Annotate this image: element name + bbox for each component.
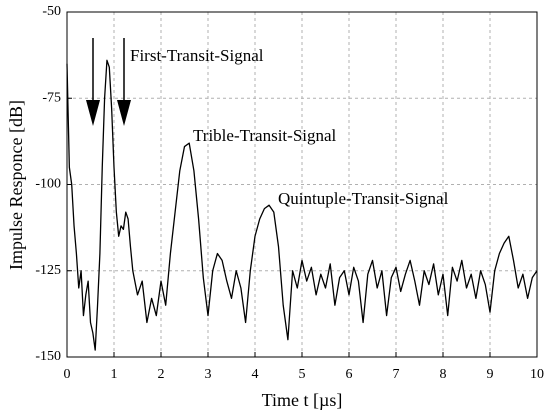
annotation: First-Transit-Signal bbox=[130, 46, 264, 65]
y-tick-label: -150 bbox=[35, 349, 61, 364]
x-tick-label: 4 bbox=[252, 367, 259, 382]
x-tick-label: 10 bbox=[530, 367, 544, 382]
x-tick-label: 1 bbox=[111, 367, 118, 382]
x-tick-label: 3 bbox=[205, 367, 212, 382]
x-tick-label: 9 bbox=[487, 367, 494, 382]
data-line bbox=[66, 59, 538, 351]
annotation: Quintuple-Transit-Signal bbox=[278, 189, 449, 208]
annotation: Trible-Transit-Signal bbox=[193, 126, 337, 145]
y-tick-label: -75 bbox=[42, 90, 61, 105]
y-tick-label: -50 bbox=[42, 4, 61, 19]
y-tick-label: -100 bbox=[35, 177, 61, 192]
y-axis-label: Impulse Responce [dB] bbox=[6, 100, 26, 270]
x-tick-label: 2 bbox=[158, 367, 165, 382]
x-tick-label: 6 bbox=[346, 367, 353, 382]
arrow-head bbox=[86, 100, 100, 126]
x-tick-label: 0 bbox=[64, 367, 71, 382]
x-tick-label: 5 bbox=[299, 367, 306, 382]
arrows bbox=[86, 38, 131, 126]
y-tick-label: -125 bbox=[35, 263, 61, 278]
arrow-head bbox=[117, 100, 131, 126]
x-tick-label: 7 bbox=[393, 367, 400, 382]
x-tick-label: 8 bbox=[440, 367, 447, 382]
x-axis-label: Time t [µs] bbox=[262, 390, 343, 410]
